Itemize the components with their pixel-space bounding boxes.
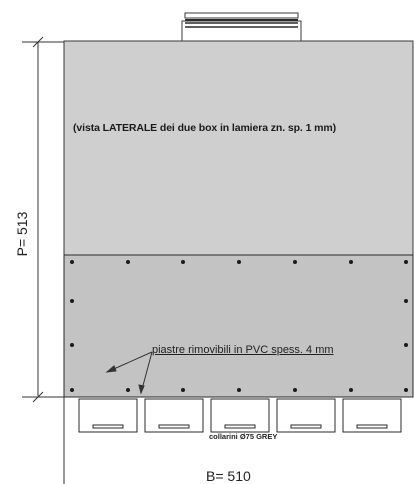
collar-slot xyxy=(356,424,388,429)
collar-slot xyxy=(158,424,190,429)
screw xyxy=(404,299,408,303)
screw xyxy=(237,388,241,392)
screw xyxy=(126,260,130,264)
screw xyxy=(126,388,130,392)
collar-group xyxy=(78,398,402,433)
removable-plates-note: piastre rimovibili in PVC spess. 4 mm xyxy=(152,344,334,356)
screw xyxy=(349,260,353,264)
side-view-note: (vista LATERALE dei due box in lamiera z… xyxy=(73,122,336,134)
box-body xyxy=(63,40,414,256)
screw-group xyxy=(70,260,408,392)
screw xyxy=(349,388,353,392)
screw xyxy=(70,388,74,392)
collar-slot xyxy=(224,424,256,429)
collar xyxy=(78,398,138,433)
screw xyxy=(181,260,185,264)
collar xyxy=(144,398,204,433)
collar xyxy=(210,398,270,433)
screw xyxy=(404,343,408,347)
screw xyxy=(293,260,297,264)
screw xyxy=(70,343,74,347)
collar-slot xyxy=(290,424,322,429)
screw xyxy=(70,299,74,303)
top-spigot xyxy=(181,12,302,42)
screw xyxy=(70,260,74,264)
width-dimension-label: B= 510 xyxy=(206,468,251,484)
screw xyxy=(404,260,408,264)
collar xyxy=(276,398,336,433)
collars-note: collarini Ø75 GREY xyxy=(209,432,278,441)
screw xyxy=(404,388,408,392)
screw xyxy=(181,388,185,392)
plate-leader-lines xyxy=(105,351,153,395)
screw xyxy=(237,260,241,264)
depth-dimension-label: P= 513 xyxy=(14,211,30,257)
screw xyxy=(293,388,297,392)
collar xyxy=(342,398,402,433)
depth-dimension-line xyxy=(22,36,64,403)
collar-slot xyxy=(92,424,124,429)
removable-panel xyxy=(63,254,414,398)
